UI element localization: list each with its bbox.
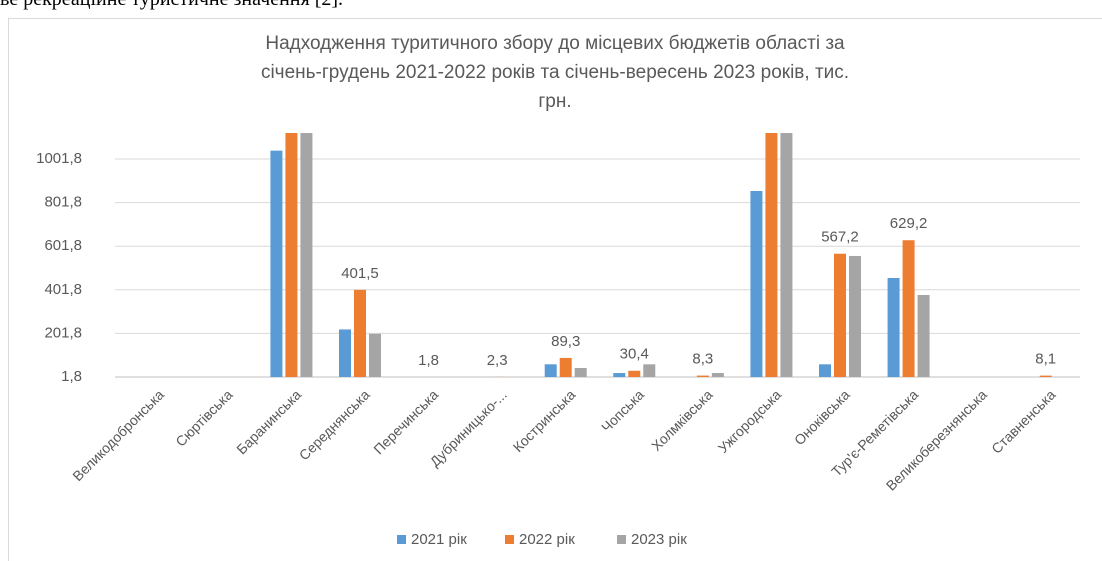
bar <box>849 255 861 377</box>
bar <box>354 289 366 377</box>
y-tick-label: 1,8 <box>61 368 82 385</box>
y-tick-label: 1001,8 <box>36 150 82 167</box>
bar <box>917 294 930 377</box>
legend-swatch <box>397 535 406 544</box>
x-tick-label: Оноківська <box>791 386 853 448</box>
bar <box>696 375 709 377</box>
data-label: 89,3 <box>551 333 580 350</box>
legend-label: 2023 рік <box>631 531 687 548</box>
bar <box>1039 375 1052 377</box>
data-label: 401,5 <box>341 265 379 282</box>
bar <box>574 368 587 377</box>
legend-swatch <box>505 535 514 544</box>
document-text: ве рекреаційне туристичне значення [2]. <box>0 0 343 11</box>
chart-title: січень-грудень 2021-2022 років та січень… <box>261 62 849 83</box>
bar <box>613 373 626 377</box>
bar <box>780 133 793 377</box>
x-tick-label: Чопська <box>598 386 647 435</box>
x-tick-label: Костринська <box>510 386 579 455</box>
bar <box>750 190 763 377</box>
chart-border <box>8 18 1102 561</box>
data-label: 567,2 <box>821 229 859 246</box>
bar <box>300 133 313 377</box>
y-tick-label: 601,8 <box>44 237 82 254</box>
data-label: 30,4 <box>620 346 649 363</box>
bar <box>270 150 283 377</box>
bar <box>711 373 724 377</box>
legend-label: 2022 рік <box>519 531 575 548</box>
bar <box>544 364 557 377</box>
x-tick-label: Баранинська <box>233 386 304 457</box>
legend-swatch <box>617 535 626 544</box>
bar <box>628 370 641 377</box>
x-tick-label: Сюртівська <box>172 386 235 449</box>
bar <box>369 333 381 377</box>
y-tick-label: 801,8 <box>44 194 82 211</box>
data-label: 1,8 <box>418 352 439 369</box>
y-tick-label: 401,8 <box>44 281 82 298</box>
bar <box>339 329 351 377</box>
bar <box>643 364 656 377</box>
x-tick-label: Ставненська <box>988 386 1058 456</box>
legend-label: 2021 рік <box>411 531 467 548</box>
bar <box>285 133 298 377</box>
bar <box>887 277 900 377</box>
bar <box>819 364 831 377</box>
x-tick-label: Перечинська <box>370 386 441 457</box>
chart-title: Надходження туритичного збору до місцеви… <box>265 33 845 54</box>
bar <box>834 253 846 377</box>
bar <box>902 240 915 377</box>
data-label: 8,3 <box>692 351 713 368</box>
y-tick-label: 201,8 <box>44 324 82 341</box>
chart-title: грн. <box>538 91 571 112</box>
data-label: 629,2 <box>890 215 928 232</box>
x-tick-label: Середнянська <box>296 386 373 463</box>
x-tick-label: Великодобронська <box>69 386 167 484</box>
bar <box>765 133 778 377</box>
x-tick-label: Ужгородська <box>715 386 785 456</box>
data-label: 8,1 <box>1035 351 1056 368</box>
bar <box>559 357 572 377</box>
x-tick-label: Холмківська <box>648 386 716 454</box>
data-label: 2,3 <box>487 352 508 369</box>
